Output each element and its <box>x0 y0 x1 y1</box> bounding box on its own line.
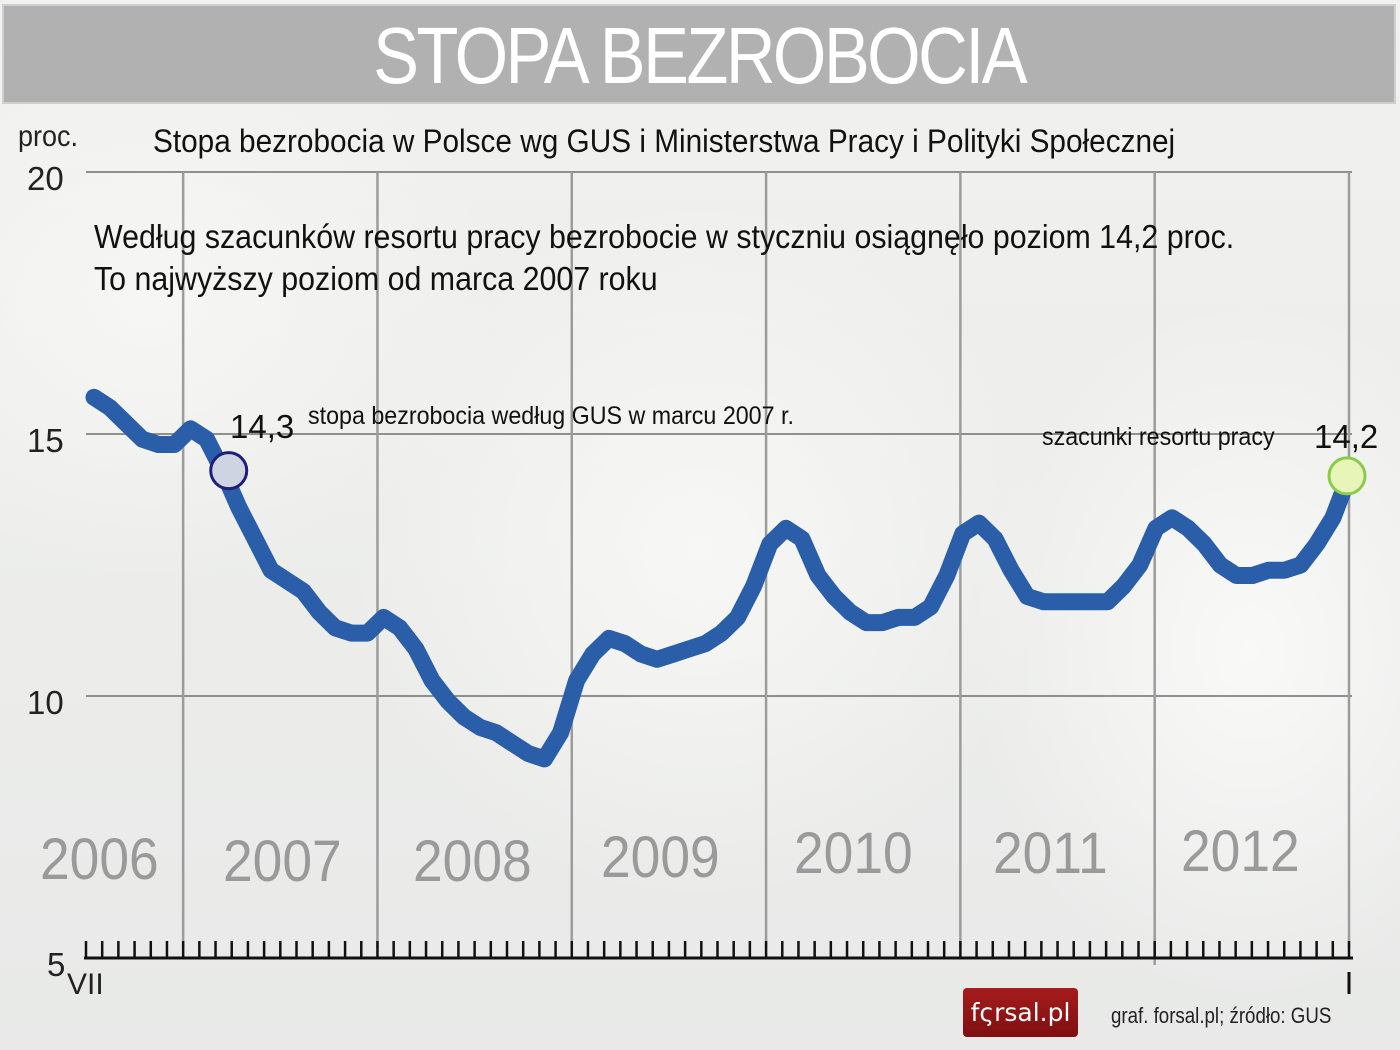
year-label-2008: 2008 <box>413 829 532 894</box>
ministry-estimate-marker <box>1327 456 1367 496</box>
note-line-2: To najwyższy poziom od marca 2007 roku <box>94 260 658 297</box>
y-tick-10: 10 <box>27 684 64 721</box>
gus-callout-text: stopa bezrobocia według GUS w marcu 2007… <box>308 402 794 430</box>
year-label-2010: 2010 <box>794 821 913 886</box>
header-bar: STOPA BEZROBOCIA <box>2 4 1396 104</box>
forsal-logo[interactable]: fςrsal.pl <box>963 988 1078 1037</box>
unemployment-line <box>85 388 1358 768</box>
year-label-2012: 2012 <box>1181 819 1300 884</box>
ministry-callout-value: 14,2 <box>1314 418 1379 455</box>
year-label-2011: 2011 <box>993 821 1108 886</box>
gus-march-2007-marker <box>209 451 249 491</box>
y-tick-20: 20 <box>27 160 64 197</box>
page-title: STOPA BEZROBOCIA <box>372 11 1028 100</box>
chart-subtitle: Stopa bezrobocia w Polsce wg GUS i Minis… <box>153 123 1176 159</box>
ministry-callout-text: szacunki resortu pracy <box>1042 423 1275 451</box>
gus-callout-value: 14,3 <box>230 408 295 445</box>
x-axis-ruler <box>84 941 1353 960</box>
y-axis-unit-label: proc. <box>18 120 79 153</box>
y-tick-15: 15 <box>27 422 64 459</box>
horizontal-gridlines <box>86 171 1352 697</box>
chart-note: Według szacunków resortu pracy bezroboci… <box>94 216 1234 300</box>
y-tick-5: 5 <box>47 946 66 983</box>
start-month-label: VII <box>67 968 104 1001</box>
year-label-2007: 2007 <box>223 829 342 894</box>
year-label-2009: 2009 <box>601 825 720 890</box>
year-label-2006: 2006 <box>40 827 159 892</box>
note-line-1: Według szacunków resortu pracy bezroboci… <box>94 218 1235 255</box>
source-credit: graf. forsal.pl; źródło: GUS <box>1111 1003 1332 1028</box>
